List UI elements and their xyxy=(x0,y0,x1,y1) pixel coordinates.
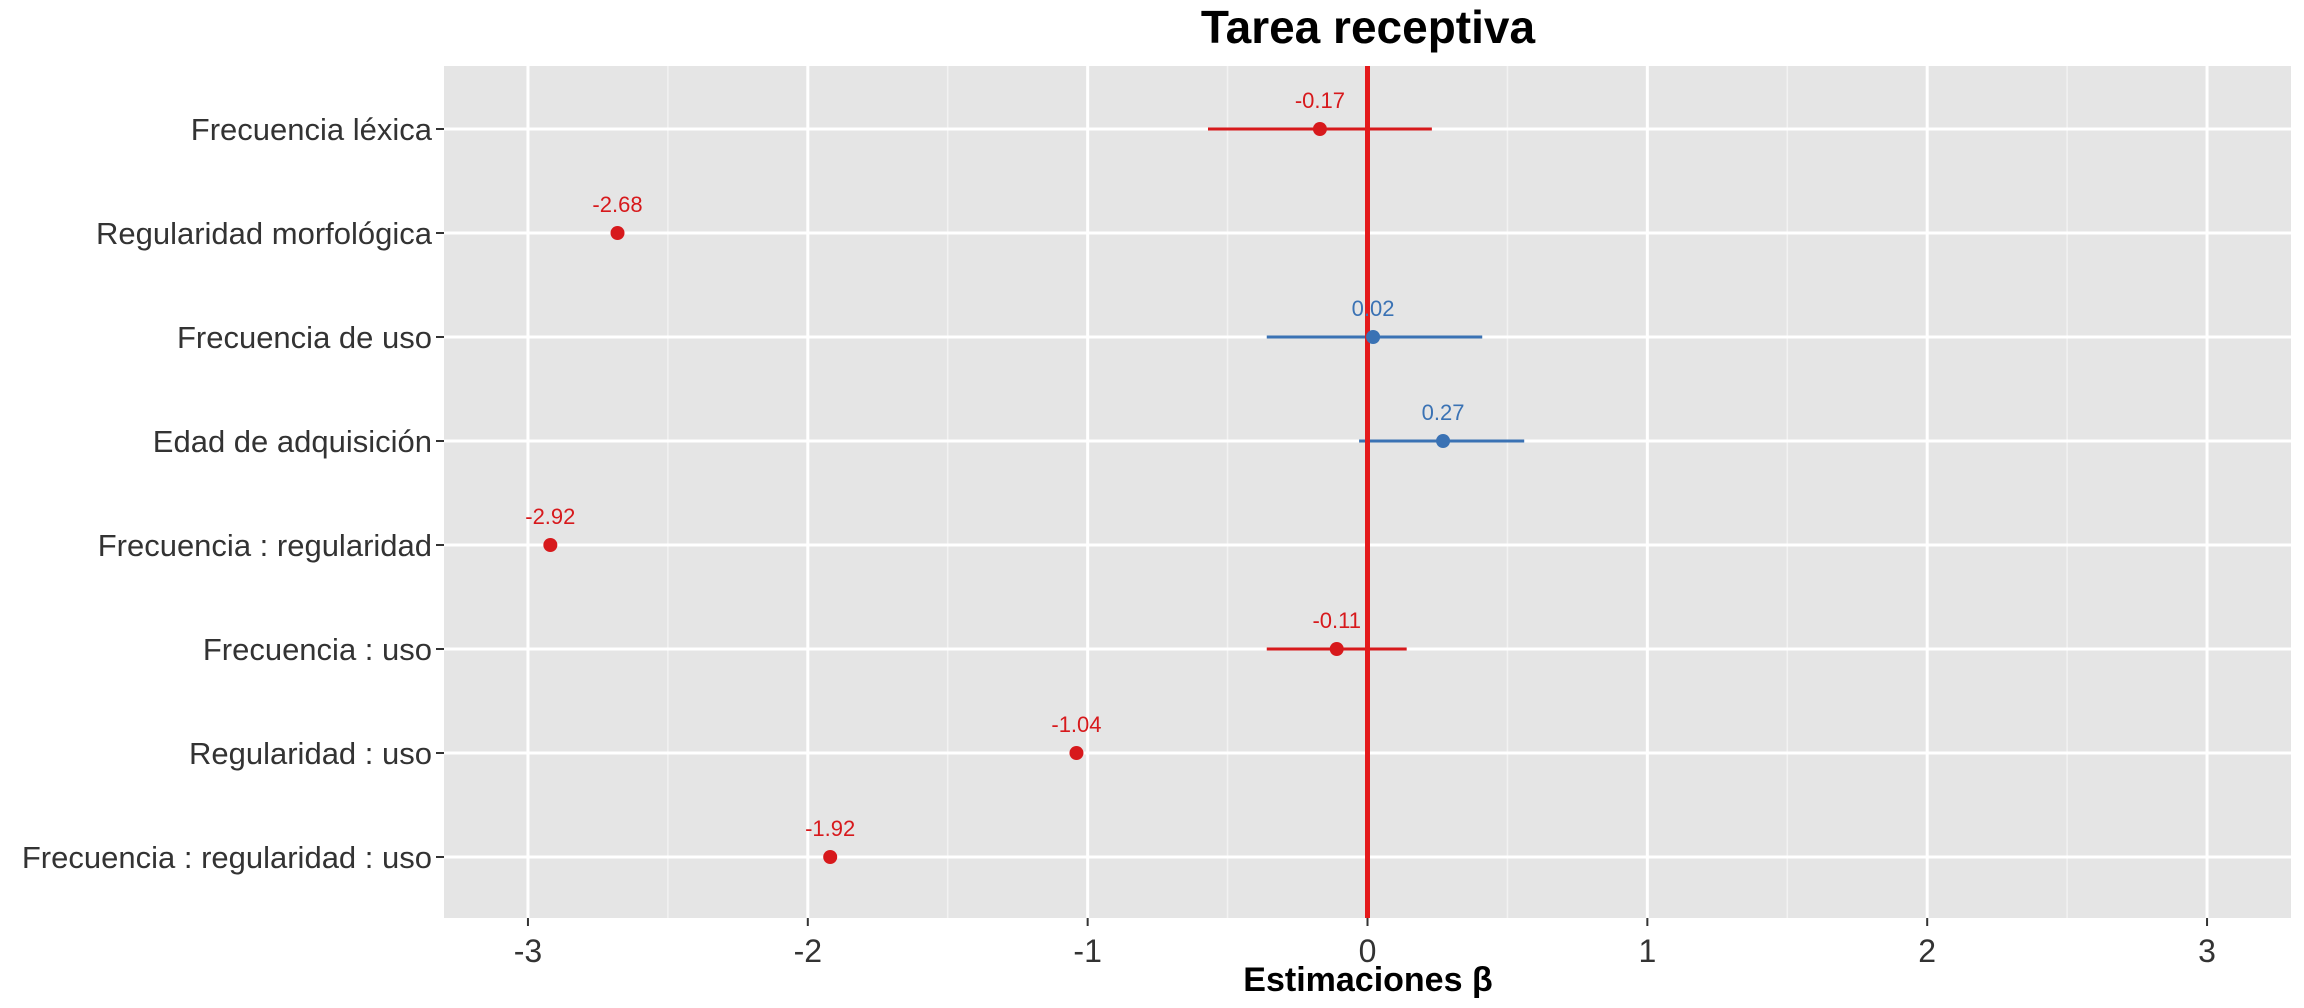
estimate-labels: -0.17 -2.68 0.02 0.27 -2.92 -0.11 -1.04 -1.92 xyxy=(525,88,1464,841)
chart-title: Tarea receptiva xyxy=(1201,1,1536,53)
estimate-label: -2.68 xyxy=(592,192,642,217)
x-tick-label: -2 xyxy=(794,933,822,969)
y-axis-labels: Frecuencia léxica Regularidad morfológica… xyxy=(22,112,444,875)
y-tick-label: Frecuencia : regularidad : uso xyxy=(22,840,432,875)
estimate-label: 0.27 xyxy=(1422,400,1465,425)
estimate-point xyxy=(823,850,838,864)
estimate-point xyxy=(1366,330,1381,344)
y-tick-label: Frecuencia léxica xyxy=(191,112,433,147)
x-tick-label: -1 xyxy=(1073,933,1101,969)
estimate-point xyxy=(1329,642,1344,656)
grid-minor xyxy=(667,66,2068,918)
y-tick-label: Frecuencia : regularidad xyxy=(98,528,432,563)
estimate-point xyxy=(1312,122,1327,136)
estimate-points xyxy=(543,122,1451,864)
estimate-label: -0.17 xyxy=(1295,88,1345,113)
y-tick-label: Regularidad morfológica xyxy=(96,216,433,251)
estimate-label: -2.92 xyxy=(525,504,575,529)
x-tick-label: 3 xyxy=(2198,933,2216,969)
estimate-point xyxy=(1436,434,1451,448)
x-tick-label: -3 xyxy=(514,933,542,969)
estimate-point xyxy=(543,538,558,552)
estimate-label: -1.04 xyxy=(1051,712,1101,737)
x-tick-label: 1 xyxy=(1638,933,1656,969)
estimate-point xyxy=(1069,746,1084,760)
estimate-label: -0.11 xyxy=(1312,608,1361,633)
y-tick-label: Frecuencia : uso xyxy=(203,632,432,667)
x-axis-title: Estimaciones β xyxy=(1243,961,1492,999)
estimate-point xyxy=(610,226,625,240)
x-tick-label: 2 xyxy=(1918,933,1936,969)
y-tick-label: Frecuencia de uso xyxy=(177,320,432,355)
y-tick-label: Regularidad : uso xyxy=(189,736,432,771)
x-tick-label: 0 xyxy=(1359,933,1377,969)
estimate-label: 0.02 xyxy=(1352,296,1395,321)
x-axis-ticks: -3 -2 -1 0 1 2 3 xyxy=(514,918,2216,969)
y-tick-label: Edad de adquisición xyxy=(153,424,432,459)
estimate-label: -1.92 xyxy=(805,816,855,841)
